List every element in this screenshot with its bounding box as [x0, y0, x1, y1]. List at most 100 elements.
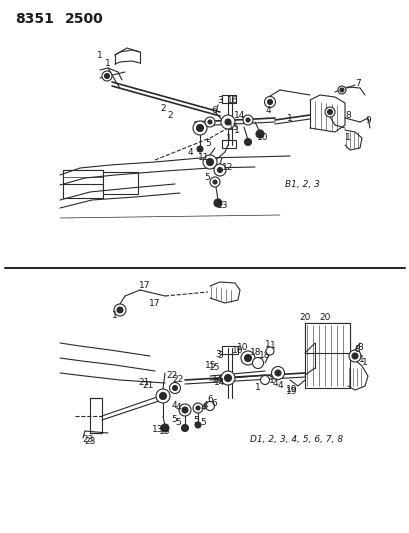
Circle shape — [243, 115, 252, 125]
Text: 19: 19 — [285, 385, 297, 394]
Text: 6: 6 — [207, 395, 212, 405]
Circle shape — [324, 107, 334, 117]
Bar — [221, 95, 236, 103]
Text: 1: 1 — [270, 342, 275, 351]
Text: 3: 3 — [215, 351, 220, 359]
Text: 10: 10 — [231, 346, 243, 356]
Text: 4: 4 — [202, 401, 207, 410]
Text: 4: 4 — [200, 403, 205, 413]
Circle shape — [267, 100, 272, 104]
Circle shape — [102, 71, 112, 81]
Circle shape — [114, 304, 126, 316]
Text: 2: 2 — [167, 110, 172, 119]
Text: 1: 1 — [268, 376, 274, 385]
Circle shape — [181, 424, 188, 432]
Circle shape — [193, 403, 202, 413]
Circle shape — [209, 177, 220, 187]
Text: B1, 2, 3: B1, 2, 3 — [284, 181, 319, 190]
Text: 17: 17 — [139, 281, 151, 290]
Text: 2: 2 — [160, 103, 165, 112]
Text: 19: 19 — [285, 387, 297, 397]
Text: 7: 7 — [354, 78, 360, 87]
Text: 15: 15 — [205, 361, 216, 370]
Text: 10: 10 — [237, 343, 248, 352]
Bar — [90, 398, 102, 433]
Circle shape — [339, 88, 343, 92]
Text: 10: 10 — [256, 133, 268, 141]
Text: 18: 18 — [258, 351, 270, 360]
Text: 5: 5 — [204, 174, 209, 182]
Circle shape — [213, 164, 225, 176]
Text: 11: 11 — [198, 152, 209, 161]
Bar — [304, 323, 349, 353]
Circle shape — [252, 358, 263, 368]
Text: 5: 5 — [200, 418, 205, 427]
Text: 21: 21 — [138, 378, 149, 387]
Text: 4: 4 — [171, 401, 176, 410]
Text: 1: 1 — [105, 59, 110, 68]
Bar — [63, 170, 103, 184]
Text: 17: 17 — [149, 298, 160, 308]
Circle shape — [182, 407, 188, 413]
Text: 5: 5 — [204, 139, 210, 148]
Text: 22: 22 — [172, 376, 183, 384]
Text: 1: 1 — [265, 341, 270, 350]
Text: 5: 5 — [171, 416, 176, 424]
Circle shape — [193, 121, 207, 135]
Circle shape — [104, 74, 109, 78]
Text: 21: 21 — [142, 382, 153, 391]
Circle shape — [244, 354, 251, 361]
Bar — [304, 323, 349, 388]
Text: 15: 15 — [209, 364, 220, 373]
Circle shape — [205, 401, 214, 410]
Circle shape — [327, 109, 332, 115]
Circle shape — [217, 167, 222, 173]
Text: 6: 6 — [211, 106, 216, 115]
Text: 22: 22 — [166, 372, 177, 381]
Circle shape — [244, 139, 251, 146]
Circle shape — [202, 155, 216, 169]
Circle shape — [337, 86, 345, 94]
Text: 8351: 8351 — [15, 12, 54, 26]
Circle shape — [213, 199, 221, 207]
Circle shape — [179, 404, 191, 416]
Text: D1, 2, 3, 4, 5, 6, 7, 8: D1, 2, 3, 4, 5, 6, 7, 8 — [249, 435, 342, 445]
Circle shape — [255, 130, 263, 138]
Text: 6: 6 — [211, 400, 216, 408]
Text: 15: 15 — [228, 123, 239, 132]
Text: 16: 16 — [227, 95, 238, 104]
Text: 5: 5 — [175, 418, 180, 427]
Text: 4: 4 — [187, 148, 192, 157]
Bar — [103, 172, 138, 194]
Text: 13: 13 — [217, 200, 228, 209]
Text: 1: 1 — [226, 133, 231, 142]
Text: 20: 20 — [319, 313, 330, 322]
Circle shape — [161, 424, 169, 432]
Bar — [63, 170, 103, 198]
Text: 8: 8 — [344, 110, 350, 119]
Circle shape — [224, 375, 231, 382]
Circle shape — [169, 383, 180, 393]
Circle shape — [172, 385, 177, 391]
Text: 14: 14 — [212, 376, 223, 384]
Text: 4: 4 — [272, 379, 277, 389]
Circle shape — [117, 307, 123, 313]
Text: 13: 13 — [152, 425, 163, 434]
Circle shape — [245, 118, 249, 122]
Bar — [221, 140, 236, 148]
Text: 1: 1 — [358, 356, 364, 365]
Circle shape — [348, 350, 360, 362]
Text: 18: 18 — [249, 349, 261, 358]
Text: 3: 3 — [217, 95, 222, 104]
Circle shape — [274, 370, 280, 376]
Circle shape — [196, 146, 202, 152]
Circle shape — [351, 353, 357, 359]
Circle shape — [155, 389, 170, 403]
Text: 4: 4 — [175, 403, 180, 413]
Circle shape — [207, 120, 211, 124]
Text: 14: 14 — [214, 378, 225, 387]
Circle shape — [265, 347, 273, 355]
Text: 1: 1 — [286, 114, 292, 123]
Text: 5: 5 — [193, 416, 198, 425]
Circle shape — [206, 158, 213, 166]
